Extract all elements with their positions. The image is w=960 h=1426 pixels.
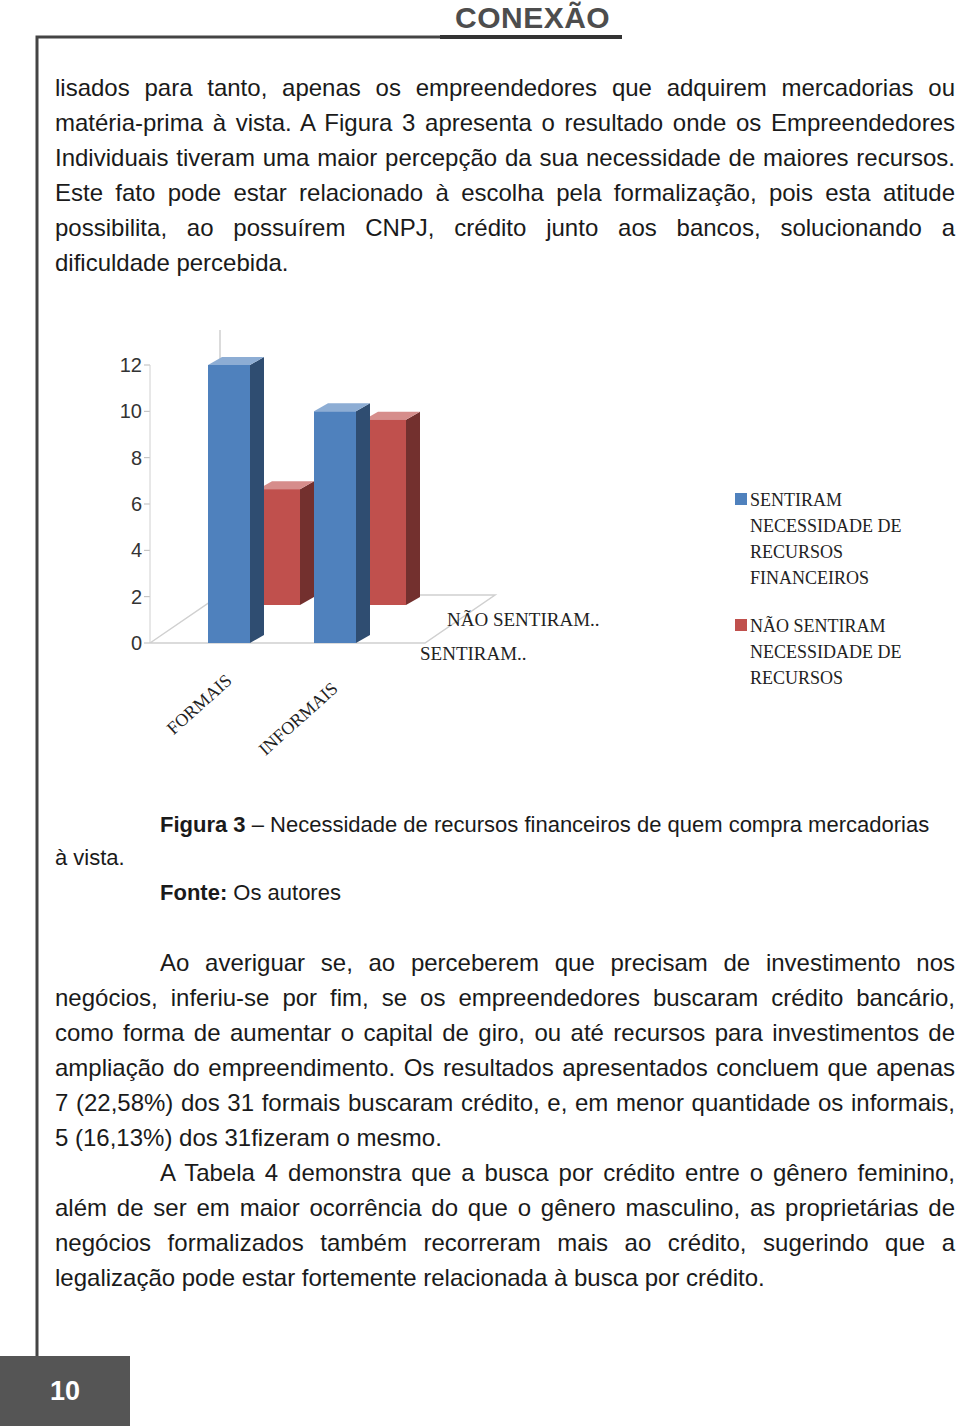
x-tick-label: FORMAIS: [163, 670, 236, 738]
bar-top: [208, 357, 264, 365]
legend-label: SENTIRAM NECESSIDADE DE RECURSOS FINANCEIRO…: [750, 490, 902, 588]
legend-entry: SENTIRAM NECESSIDADE DE RECURSOS FINANCEIRO…: [735, 490, 902, 588]
y-tick-label: 10: [120, 400, 142, 422]
legend-line: RECURSOS: [750, 668, 843, 688]
legend-label: NÃO SENTIRAM NECESSIDADE DE RECURSOS: [750, 615, 902, 688]
bar-side: [300, 481, 314, 605]
running-header: CONEXÃO: [455, 0, 610, 36]
y-tick: [144, 643, 150, 644]
page-number: 10: [0, 1356, 130, 1426]
legend-line: NECESSIDADE DE: [750, 642, 902, 662]
legend-swatch: [735, 619, 747, 631]
bar: [364, 412, 420, 605]
y-tick: [144, 596, 150, 597]
legend-line: SENTIRAM: [750, 490, 842, 510]
caption-text: – Necessidade de recursos financeiros de…: [252, 812, 929, 837]
legend-entry: NÃO SENTIRAM NECESSIDADE DE RECURSOS: [735, 615, 902, 688]
bar-front: [208, 365, 250, 643]
bar-side: [406, 412, 420, 605]
paragraph: lisados para tanto, apenas os empreended…: [55, 70, 955, 280]
figure-caption: Figura 3 – Necessidade de recursos finan…: [160, 810, 929, 840]
source-text: Os autores: [233, 880, 341, 905]
y-tick-label: 8: [131, 447, 142, 469]
bar-top: [314, 403, 370, 411]
bar: [258, 481, 314, 605]
y-tick: [144, 411, 150, 412]
depth-label: NÃO SENTIRAM..: [447, 609, 600, 630]
y-tick: [144, 365, 150, 366]
figure-source: Fonte: Os autores: [160, 878, 341, 908]
page: {"header": "CONEXÃO", "paragraphs": ["li…: [0, 0, 960, 1426]
y-tick-label: 4: [131, 539, 142, 561]
y-tick: [144, 550, 150, 551]
paragraph: Ao averiguar se, ao perceberem que preci…: [55, 945, 955, 1155]
y-tick-label: 2: [131, 586, 142, 608]
y-tick-label: 12: [120, 354, 142, 376]
legend-swatch: [735, 493, 747, 505]
legend-line: FINANCEIROS: [750, 568, 869, 588]
y-tick: [144, 457, 150, 458]
legend-line: NÃO SENTIRAM: [750, 615, 886, 636]
caption-label: Figura 3: [160, 812, 246, 837]
bar-side: [250, 357, 264, 643]
bar-top: [258, 481, 314, 489]
body-text: Ao averiguar se, ao perceberem que preci…: [55, 945, 955, 1295]
depth-label: SENTIRAM..: [420, 643, 527, 664]
y-tick-label: 0: [131, 632, 142, 654]
bar: [314, 403, 370, 643]
bar-front: [314, 411, 356, 643]
chart-walls: [150, 330, 495, 643]
legend-line: RECURSOS: [750, 542, 843, 562]
legend-line: NECESSIDADE DE: [750, 516, 902, 536]
chart: 0 2 4 6 8 10 12 FORMAIS INFORMAIS SENTIRAM.. NÃO S…: [120, 330, 902, 759]
bar-top: [364, 412, 420, 420]
bars: [208, 357, 420, 643]
source-label: Fonte:: [160, 880, 227, 905]
caption-continuation: à vista.: [55, 843, 125, 873]
x-tick-label: INFORMAIS: [255, 678, 342, 759]
bar-front: [258, 489, 300, 605]
y-tick: [144, 504, 150, 505]
y-tick-label: 6: [131, 493, 142, 515]
paragraph: A Tabela 4 demonstra que a busca por cré…: [55, 1155, 955, 1295]
bar-side: [356, 403, 370, 643]
header-rule: [440, 35, 622, 39]
bar: [208, 357, 264, 643]
y-axis: [150, 365, 151, 643]
bar-front: [364, 420, 406, 605]
